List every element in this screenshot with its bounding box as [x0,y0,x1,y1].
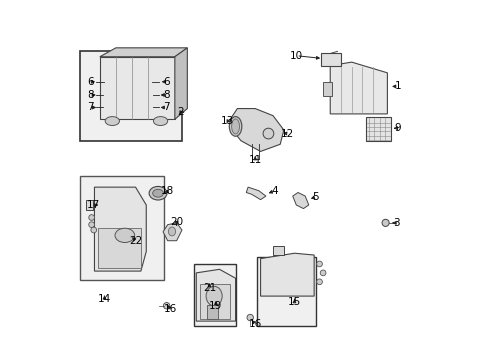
Text: 16: 16 [163,303,177,314]
Circle shape [263,128,273,139]
Ellipse shape [149,186,166,200]
Bar [365,117,390,141]
Text: 14: 14 [98,294,111,303]
Ellipse shape [153,117,167,126]
Text: 9: 9 [394,123,401,133]
Circle shape [88,222,94,228]
Circle shape [316,279,322,285]
Polygon shape [94,187,146,271]
Text: 7: 7 [87,103,93,112]
Text: 1: 1 [394,81,401,91]
Text: 6: 6 [87,77,93,87]
Polygon shape [260,253,313,296]
Bar [194,264,235,327]
Text: 20: 20 [170,217,183,227]
Text: 21: 21 [203,283,216,293]
Ellipse shape [115,228,134,243]
Text: 4: 4 [271,186,278,196]
Ellipse shape [205,286,222,306]
Ellipse shape [152,189,163,197]
Bar [98,228,141,267]
Text: 12: 12 [280,129,293,139]
Circle shape [88,215,94,220]
Circle shape [381,219,388,226]
Bar [257,257,315,327]
Circle shape [91,227,97,233]
Circle shape [163,302,169,309]
Bar [206,305,217,319]
Text: 2: 2 [177,107,184,117]
Text: 13: 13 [220,116,233,126]
Polygon shape [292,193,308,208]
Ellipse shape [168,227,175,236]
Bar [321,53,340,66]
Text: 22: 22 [129,236,142,246]
Bar [80,51,182,141]
Text: 15: 15 [287,297,301,307]
Polygon shape [163,223,182,241]
Circle shape [316,261,322,267]
Bar [80,176,164,280]
Text: 10: 10 [289,51,302,61]
Text: 11: 11 [248,156,261,165]
Text: 5: 5 [312,192,319,202]
Polygon shape [100,48,187,57]
Polygon shape [329,62,386,114]
Ellipse shape [105,117,119,126]
Bar [85,200,93,210]
Polygon shape [230,109,283,152]
Text: 18: 18 [161,186,174,197]
Bar [272,246,283,255]
Text: 8: 8 [87,90,93,100]
Text: 19: 19 [209,301,222,311]
Polygon shape [100,57,175,119]
Polygon shape [246,187,265,200]
Text: 17: 17 [87,200,100,210]
Circle shape [246,314,253,321]
Bar [200,284,230,319]
Text: 16: 16 [248,319,261,329]
Circle shape [320,270,325,276]
Text: 3: 3 [392,218,399,228]
Text: 8: 8 [163,90,170,100]
Text: 6: 6 [163,77,170,87]
Polygon shape [196,269,235,321]
Polygon shape [175,48,187,119]
Ellipse shape [231,119,239,134]
Ellipse shape [229,117,242,136]
Text: 7: 7 [163,103,170,112]
Polygon shape [323,82,331,96]
